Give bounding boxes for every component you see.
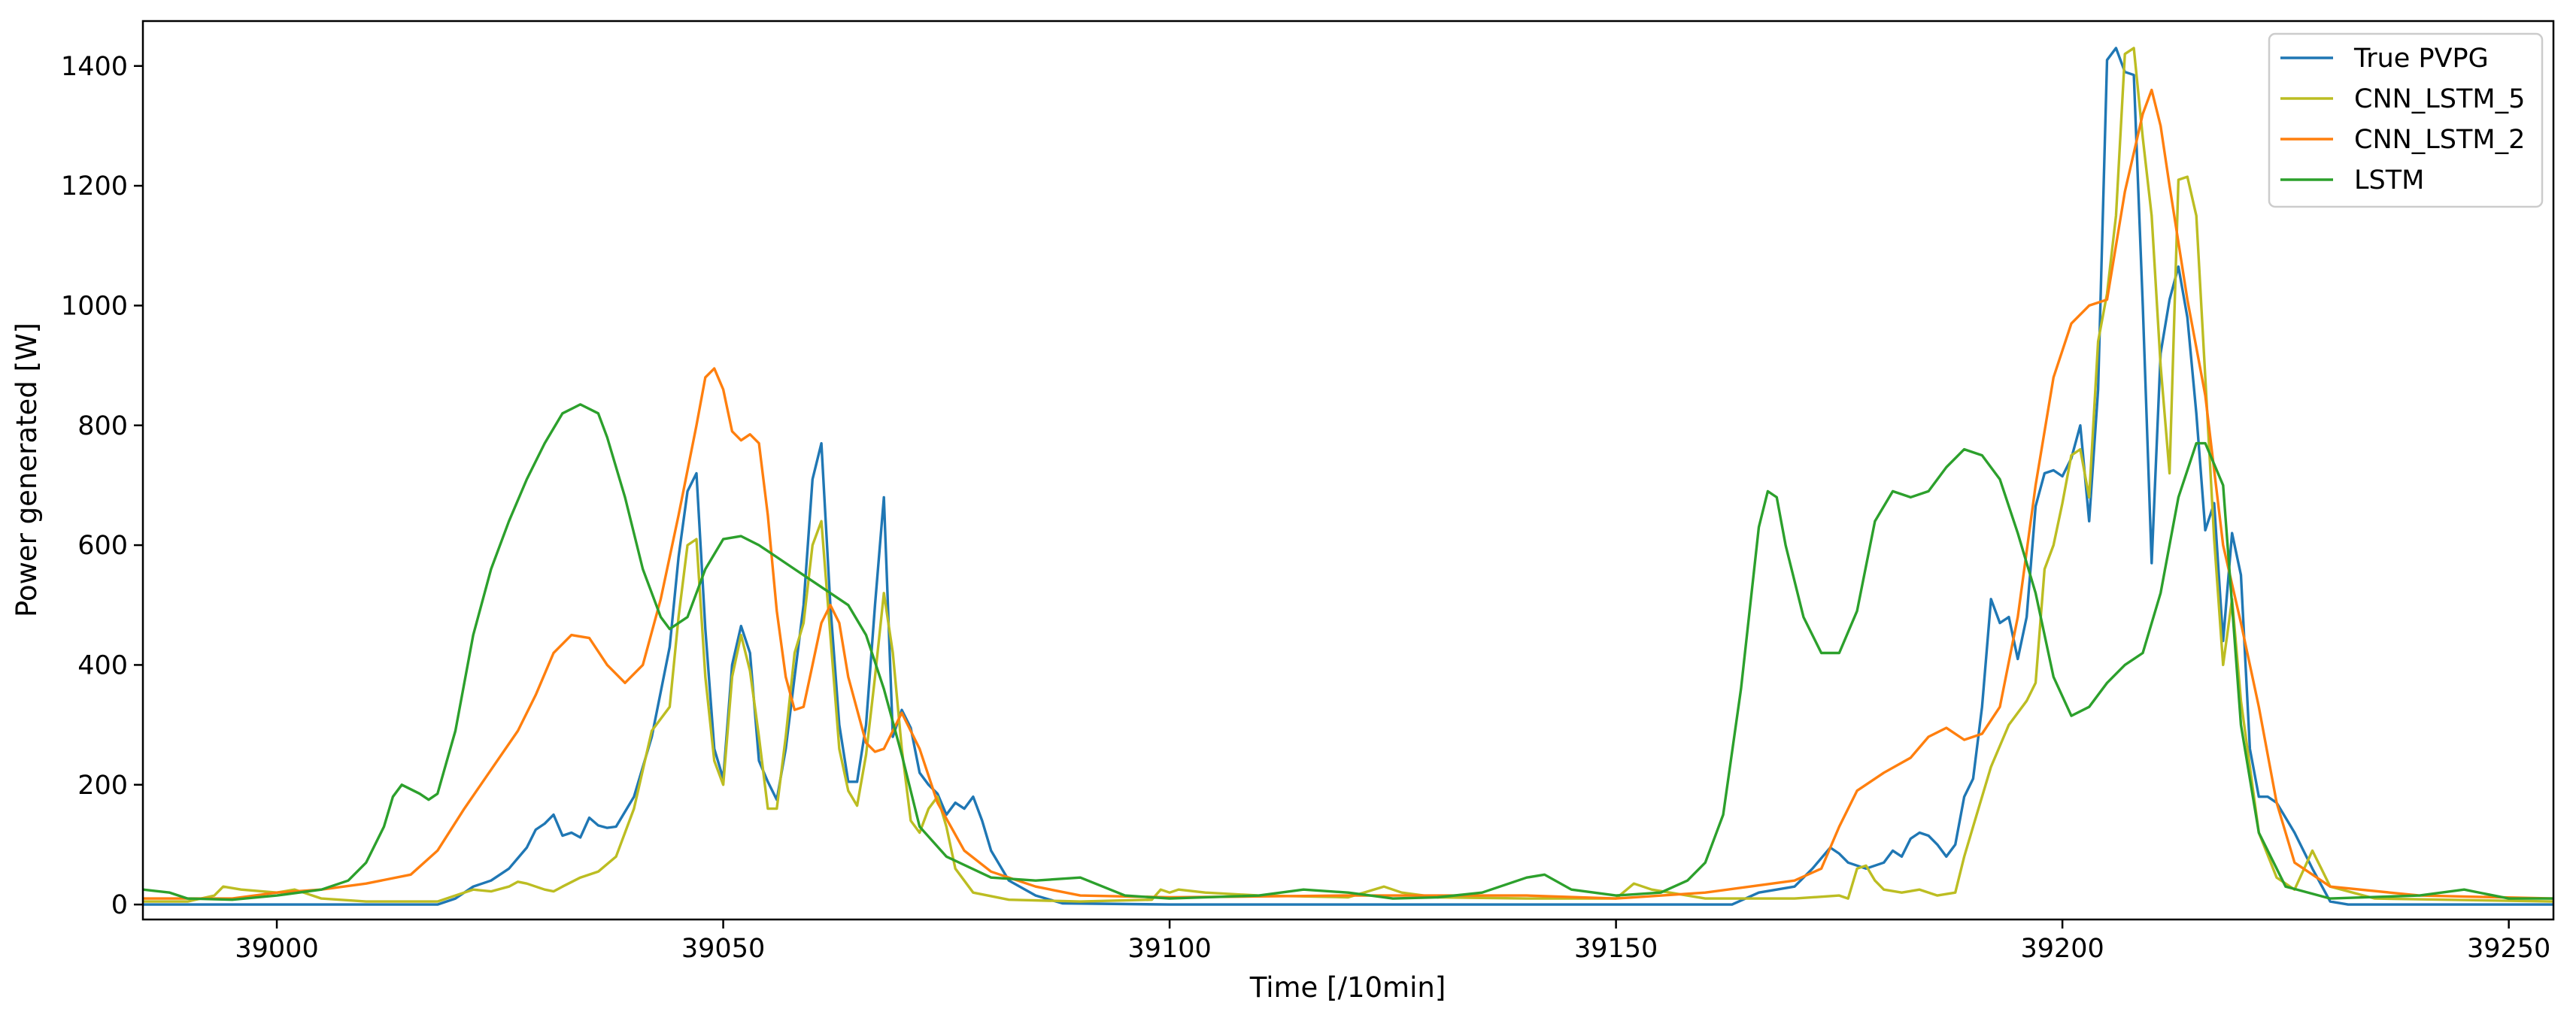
y-axis-label: Power generated [W]: [11, 323, 43, 617]
series-layer: [143, 47, 2553, 906]
plot-frame: [141, 20, 2555, 921]
series-line-1: [143, 47, 2553, 903]
x-axis: 39000 39050 39100 39150 39200 39250: [235, 920, 2550, 964]
y-tick-label: 1000: [61, 291, 128, 321]
series-line-2: [143, 88, 2553, 900]
y-tick-label: 1200: [61, 171, 128, 201]
series-line-3: [143, 403, 2553, 901]
legend-items: True PVPG CNN_LSTM_5 CNN_LSTM_2 LSTM: [2280, 44, 2525, 195]
legend-label-1: CNN_LSTM_5: [2354, 84, 2525, 114]
x-tick-label: 39200: [2020, 934, 2104, 964]
x-tick-label: 39100: [1127, 934, 1211, 964]
legend: True PVPG CNN_LSTM_5 CNN_LSTM_2 LSTM: [2268, 32, 2544, 208]
y-tick-label: 400: [77, 650, 128, 680]
legend-label-0: True PVPG: [2353, 44, 2489, 74]
x-axis-label: Time [/10min]: [1249, 971, 1446, 1004]
x-tick-label: 39150: [1574, 934, 1658, 964]
x-tick-label: 39000: [235, 934, 318, 964]
y-tick-label: 1400: [61, 52, 128, 82]
y-tick-label: 200: [77, 771, 128, 801]
legend-box: [2268, 32, 2544, 208]
legend-label-3: LSTM: [2354, 165, 2424, 195]
x-tick-label: 39250: [2467, 934, 2550, 964]
series-line-0: [143, 47, 2553, 906]
y-axis: 0 200 400 600 800 1000 1200 1400: [61, 52, 143, 920]
y-tick-label: 0: [111, 890, 128, 920]
x-tick-label: 39050: [681, 934, 765, 964]
y-tick-label: 800: [77, 411, 128, 441]
legend-label-2: CNN_LSTM_2: [2354, 125, 2525, 155]
y-tick-label: 600: [77, 531, 128, 561]
